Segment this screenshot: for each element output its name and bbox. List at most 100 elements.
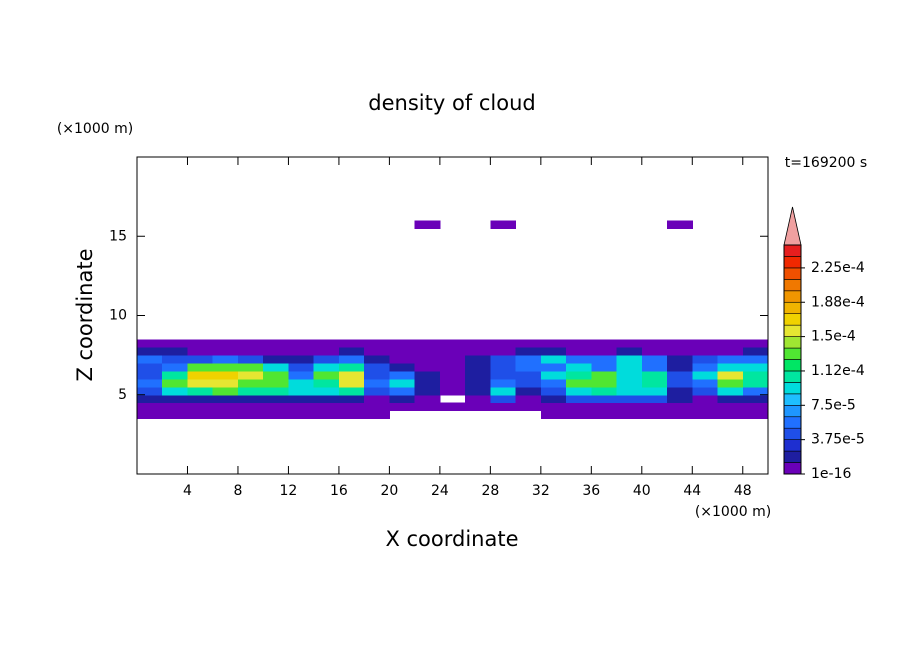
field-cell bbox=[465, 386, 491, 396]
field-cell bbox=[263, 339, 289, 348]
field-cell bbox=[465, 355, 491, 364]
field-cell bbox=[414, 370, 441, 380]
field-cell bbox=[212, 378, 239, 388]
colorbar-label: 7.5e-5 bbox=[811, 397, 856, 413]
field-cell bbox=[667, 363, 693, 372]
field-cell bbox=[439, 402, 466, 412]
field-cell bbox=[364, 355, 390, 364]
field-cell bbox=[692, 394, 719, 404]
field-cell bbox=[439, 355, 466, 364]
field-cell bbox=[717, 410, 744, 420]
field-cell bbox=[288, 386, 315, 396]
field-cell bbox=[490, 220, 517, 229]
field-cell bbox=[389, 386, 416, 396]
field-cell bbox=[616, 370, 643, 380]
x-tick-label: 24 bbox=[431, 483, 449, 499]
field-cell bbox=[465, 402, 491, 412]
y-tick-label: 15 bbox=[109, 228, 127, 244]
field-cell bbox=[338, 355, 365, 364]
plot-frame bbox=[136, 156, 769, 475]
field-cell bbox=[313, 386, 340, 396]
colorbar-label: 1.88e-4 bbox=[811, 294, 865, 310]
colorbar-band bbox=[783, 279, 802, 292]
field-cell bbox=[591, 339, 618, 348]
field-cell bbox=[667, 402, 693, 412]
field-cell bbox=[566, 378, 592, 388]
field-cell bbox=[187, 394, 214, 404]
field-cell bbox=[515, 394, 542, 404]
field-cell bbox=[667, 394, 693, 404]
field-cell bbox=[237, 378, 264, 388]
field-cell bbox=[187, 378, 214, 388]
field-cell bbox=[591, 363, 618, 372]
field-cell bbox=[439, 378, 466, 388]
field-cell bbox=[364, 410, 390, 420]
field-cell bbox=[364, 363, 390, 372]
field-cell bbox=[137, 378, 163, 388]
field-cell bbox=[692, 410, 719, 420]
field-cell bbox=[591, 386, 618, 396]
field-cell bbox=[389, 394, 416, 404]
field-cell bbox=[641, 339, 668, 348]
field-cell bbox=[212, 402, 239, 412]
field-cell bbox=[187, 339, 214, 348]
field-cell bbox=[566, 347, 592, 356]
field-cell bbox=[364, 394, 390, 404]
colorbar-band bbox=[783, 382, 802, 395]
field-cell bbox=[515, 402, 542, 412]
colorbar-band bbox=[783, 313, 802, 326]
field-cell bbox=[692, 355, 719, 364]
x-tick-label: 12 bbox=[280, 483, 298, 499]
field-cell bbox=[641, 402, 668, 412]
field-cell bbox=[212, 347, 239, 356]
x-tick-label: 20 bbox=[380, 483, 398, 499]
field-cell bbox=[439, 386, 466, 396]
field-cell bbox=[667, 355, 693, 364]
field-cell bbox=[137, 370, 163, 380]
field-cell bbox=[540, 355, 567, 364]
field-cell bbox=[313, 410, 340, 420]
x-tick-label: 40 bbox=[633, 483, 651, 499]
colorbar-band bbox=[783, 347, 802, 360]
field-cell bbox=[338, 378, 365, 388]
field-cell bbox=[288, 394, 315, 404]
colorbar-band bbox=[783, 256, 802, 269]
field-cell bbox=[717, 370, 744, 380]
field-cell bbox=[591, 355, 618, 364]
field-cell bbox=[389, 370, 416, 380]
field-cell bbox=[540, 363, 567, 372]
field-cell bbox=[742, 355, 769, 364]
field-cell bbox=[742, 347, 769, 356]
field-cell bbox=[288, 402, 315, 412]
field-cell bbox=[616, 355, 643, 364]
field-cell bbox=[465, 339, 491, 348]
field-cell bbox=[237, 402, 264, 412]
field-cell bbox=[389, 363, 416, 372]
field-cell bbox=[742, 402, 769, 412]
field-cell bbox=[490, 378, 517, 388]
field-cell bbox=[742, 363, 769, 372]
y-tick-label: 10 bbox=[109, 308, 127, 324]
field-cell bbox=[540, 370, 567, 380]
field-cell bbox=[364, 370, 390, 380]
field-cell bbox=[667, 386, 693, 396]
x-unit: (×1000 m) bbox=[695, 504, 771, 520]
field-cell bbox=[414, 386, 441, 396]
field-cell bbox=[515, 347, 542, 356]
field-cell bbox=[465, 370, 491, 380]
field-cell bbox=[313, 370, 340, 380]
field-cell bbox=[263, 347, 289, 356]
field-cell bbox=[162, 394, 188, 404]
field-cell bbox=[692, 339, 719, 348]
field-cell bbox=[237, 394, 264, 404]
field-cell bbox=[566, 339, 592, 348]
field-cell bbox=[692, 347, 719, 356]
field-cell bbox=[465, 394, 491, 404]
field-cell bbox=[515, 386, 542, 396]
field-cell bbox=[490, 386, 517, 396]
field-cell bbox=[364, 386, 390, 396]
field-cell bbox=[137, 402, 163, 412]
field-cell bbox=[515, 363, 542, 372]
field-cell bbox=[414, 378, 441, 388]
colorbar-band bbox=[783, 301, 802, 314]
